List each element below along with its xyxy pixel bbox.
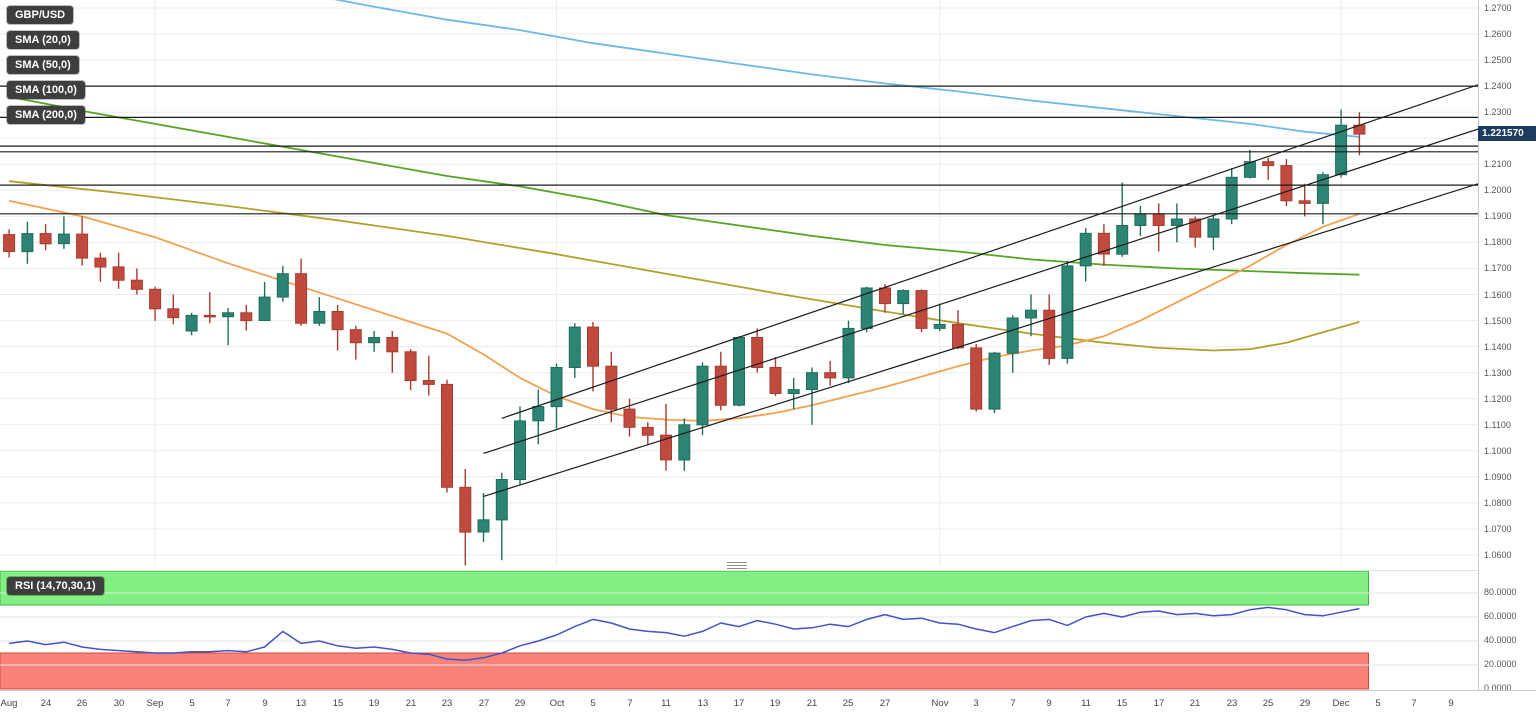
time-tick-label: Oct bbox=[549, 698, 565, 709]
legend-sma50-badge[interactable]: SMA (50,0) bbox=[7, 56, 79, 74]
panel-divider-grip[interactable] bbox=[727, 562, 747, 569]
time-tick-label: Nov bbox=[931, 698, 949, 709]
price-tick-label: 1.1500 bbox=[1484, 316, 1512, 326]
time-tick-label: 7 bbox=[225, 698, 231, 709]
time-tick-label: 9 bbox=[262, 698, 268, 709]
price-tick-label: 1.1700 bbox=[1484, 263, 1512, 273]
legend-sma200-badge[interactable]: SMA (200,0) bbox=[7, 106, 85, 124]
price-tick-label: 1.0800 bbox=[1484, 498, 1512, 508]
current-price-tag: 1.221570 bbox=[1478, 126, 1536, 141]
rsi-tick-label: 0.0000 bbox=[1484, 683, 1512, 693]
time-tick-label: 11 bbox=[1081, 698, 1091, 709]
time-tick-label: 21 bbox=[806, 698, 818, 709]
legend-sma20-badge[interactable]: SMA (20,0) bbox=[7, 31, 79, 49]
price-tick-label: 1.0900 bbox=[1484, 472, 1512, 482]
rsi-tick-label: 80.0000 bbox=[1484, 587, 1517, 597]
time-tick-label: 9 bbox=[1448, 698, 1454, 709]
price-tick-label: 1.2300 bbox=[1484, 107, 1512, 117]
time-tick-label: 19 bbox=[769, 698, 781, 709]
time-tick-label: 7 bbox=[1411, 698, 1417, 709]
price-tick-label: 1.1900 bbox=[1484, 211, 1512, 221]
price-chart[interactable] bbox=[0, 0, 1479, 566]
time-tick-label: 5 bbox=[590, 698, 596, 709]
time-tick-label: 26 bbox=[76, 698, 88, 709]
rsi-indicator-badge[interactable]: RSI (14,70,30,1) bbox=[7, 577, 104, 595]
price-axis[interactable]: 1.27001.26001.25001.24001.23001.22001.21… bbox=[1478, 0, 1536, 693]
price-tick-label: 1.1800 bbox=[1484, 237, 1512, 247]
price-tick-label: 1.0600 bbox=[1484, 550, 1512, 560]
time-tick-label: 21 bbox=[405, 698, 417, 709]
time-tick-label: 7 bbox=[1010, 698, 1016, 709]
time-tick-label: 25 bbox=[842, 698, 854, 709]
time-tick-label: 17 bbox=[1153, 698, 1165, 709]
price-tick-label: 1.2100 bbox=[1484, 159, 1512, 169]
time-tick-label: 17 bbox=[733, 698, 745, 709]
rsi-chart-canvas[interactable] bbox=[0, 570, 1478, 691]
time-tick-label: 5 bbox=[189, 698, 195, 709]
rsi-tick-label: 40.0000 bbox=[1484, 635, 1517, 645]
time-tick-label: Sep bbox=[146, 698, 164, 709]
price-tick-label: 1.1600 bbox=[1484, 290, 1512, 300]
time-tick-label: 13 bbox=[697, 698, 709, 709]
rsi-tick-label: 20.0000 bbox=[1484, 659, 1517, 669]
time-tick-label: 7 bbox=[627, 698, 633, 709]
time-tick-label: 13 bbox=[295, 698, 307, 709]
time-tick-label: 19 bbox=[368, 698, 380, 709]
time-tick-label: 9 bbox=[1046, 698, 1052, 709]
time-tick-label: 29 bbox=[1299, 698, 1311, 709]
time-tick-label: 15 bbox=[1116, 698, 1128, 709]
price-tick-label: 1.2000 bbox=[1484, 185, 1512, 195]
rsi-tick-label: 60.0000 bbox=[1484, 611, 1517, 621]
price-tick-label: 1.1300 bbox=[1484, 368, 1512, 378]
price-tick-label: 1.1400 bbox=[1484, 342, 1512, 352]
time-tick-label: Aug bbox=[0, 698, 18, 709]
legend-sma100-badge[interactable]: SMA (100,0) bbox=[7, 81, 85, 99]
time-axis[interactable]: Aug 24 26 30 Sep 5 7 9 13 15 19 21 23 27 29 Oct 5 7 11 13 17… bbox=[0, 690, 1536, 716]
legend-symbol-badge[interactable]: GBP/USD bbox=[7, 6, 74, 24]
time-tick-label: 24 bbox=[40, 698, 52, 709]
time-tick-label: 21 bbox=[1189, 698, 1201, 709]
time-tick-label: 30 bbox=[113, 698, 125, 709]
time-tick-label: 3 bbox=[973, 698, 979, 709]
price-tick-label: 1.1100 bbox=[1484, 420, 1511, 430]
time-tick-label: 23 bbox=[441, 698, 453, 709]
price-tick-label: 1.0700 bbox=[1484, 524, 1512, 534]
time-tick-label: 25 bbox=[1262, 698, 1274, 709]
price-tick-label: 1.1000 bbox=[1484, 446, 1512, 456]
price-tick-label: 1.2500 bbox=[1484, 55, 1512, 65]
price-tick-label: 1.2600 bbox=[1484, 29, 1512, 39]
time-tick-label: 11 bbox=[661, 698, 671, 709]
time-tick-label: 5 bbox=[1375, 698, 1381, 709]
price-chart-canvas[interactable] bbox=[0, 0, 1479, 566]
time-tick-label: 23 bbox=[1226, 698, 1238, 709]
time-tick-label: 27 bbox=[879, 698, 891, 709]
time-tick-label: 29 bbox=[514, 698, 526, 709]
time-tick-label: Dec bbox=[1332, 698, 1350, 709]
price-tick-label: 1.2400 bbox=[1484, 81, 1512, 91]
rsi-chart[interactable] bbox=[0, 570, 1478, 691]
time-tick-label: 15 bbox=[332, 698, 344, 709]
price-tick-label: 1.1200 bbox=[1484, 394, 1512, 404]
price-tick-label: 1.2700 bbox=[1484, 3, 1512, 13]
time-tick-label: 27 bbox=[478, 698, 490, 709]
